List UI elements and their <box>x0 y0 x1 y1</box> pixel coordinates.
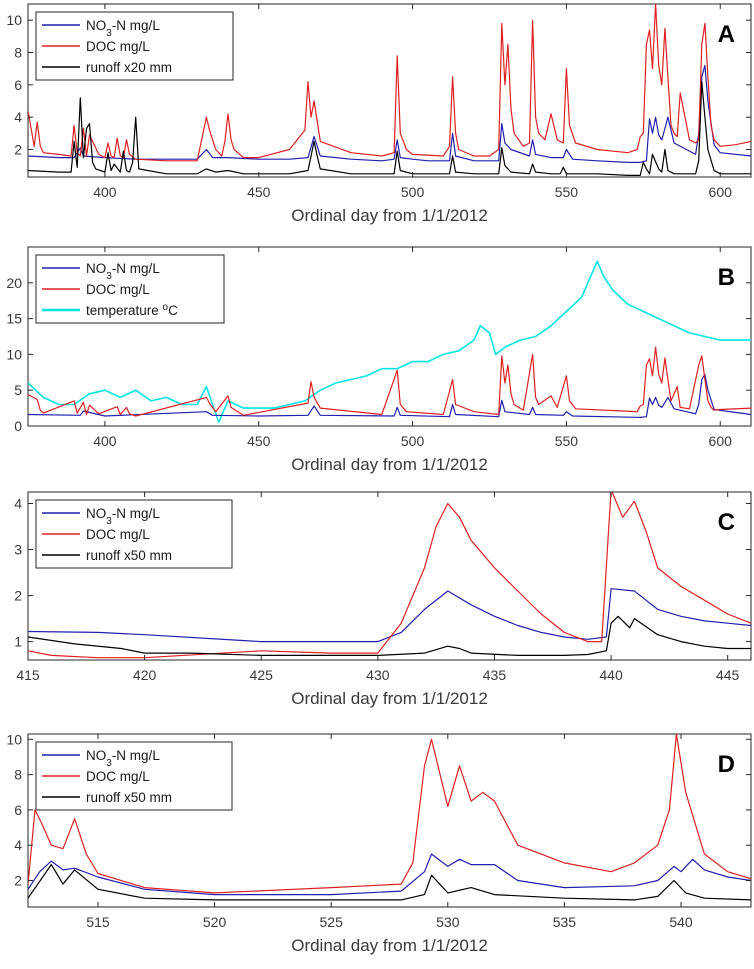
legend-entry-label: runoff x50 mm <box>86 790 172 805</box>
x-axis-title: Ordinal day from 1/1/2012 <box>291 689 488 708</box>
y-tick-label: 2 <box>14 588 22 604</box>
series-line-doc-mg-l <box>28 492 751 659</box>
series-line-temperature-oc <box>28 260 751 424</box>
y-tick-label: 15 <box>6 311 22 327</box>
legend-entry-label: temperature oC <box>86 302 178 319</box>
y-tick-label: 10 <box>6 12 22 28</box>
x-tick-label: 515 <box>86 914 110 930</box>
legend-entry-label: NO3-N mg/L <box>86 748 160 769</box>
x-tick-label: 530 <box>436 914 460 930</box>
legend-entry-label: NO3-N mg/L <box>86 261 160 282</box>
panel-c: 415 420 425 430 435 440 445 1 2 3 4 Ordinal day fro… <box>14 491 752 708</box>
y-tick-label: 10 <box>6 346 22 362</box>
panel-a: 400 450 500 550 600 2 4 6 8 10 Ordinal day from 1/… <box>6 3 752 225</box>
x-tick-label: 415 <box>16 667 40 683</box>
x-tick-label: 535 <box>553 914 577 930</box>
series-line-no3-n-mg-l <box>28 373 751 418</box>
x-tick-label: 400 <box>93 433 117 449</box>
x-tick-label: 450 <box>247 433 271 449</box>
x-tick-label: 500 <box>401 433 425 449</box>
x-tick-label: 400 <box>93 184 117 200</box>
series-line-runoff-x50-mm <box>28 863 751 901</box>
panel-b: 400 450 500 550 600 0 5 10 15 20 Ordinal day from … <box>6 246 752 474</box>
x-tick-label: 525 <box>320 914 344 930</box>
x-tick-label: 440 <box>599 667 623 683</box>
series-line-no3-n-mg-l <box>28 853 751 896</box>
legend-entry-label: NO3-N mg/L <box>86 506 160 527</box>
x-axis-title: Ordinal day from 1/1/2012 <box>291 206 488 225</box>
y-tick-label: 3 <box>14 542 22 558</box>
y-tick-label: 4 <box>14 837 22 853</box>
y-tick-label: 6 <box>14 77 22 93</box>
series-line-doc-mg-l <box>28 4 751 162</box>
legend-entry-label: runoff x20 mm <box>86 60 172 75</box>
y-tick-label: 8 <box>14 767 22 783</box>
legend-box <box>35 11 234 81</box>
panel-label: A <box>718 21 735 48</box>
y-tick-label: 8 <box>14 45 22 61</box>
x-tick-label: 500 <box>401 184 425 200</box>
legend-entry-label: NO3-N mg/L <box>86 18 160 39</box>
y-tick-label: 5 <box>14 382 22 398</box>
legend-entry-label: DOC mg/L <box>86 769 150 784</box>
y-tick-label: 20 <box>6 275 22 291</box>
panel-label: D <box>718 751 735 778</box>
panel-d: 515 520 525 530 535 540 2 4 6 8 10 Ordinal day from… <box>6 731 752 955</box>
y-tick-label: 1 <box>14 634 22 650</box>
y-tick-label: 2 <box>14 873 22 889</box>
series-line-no3-n-mg-l <box>28 588 751 643</box>
x-tick-label: 445 <box>716 667 740 683</box>
x-tick-label: 520 <box>203 914 227 930</box>
x-tick-label: 600 <box>709 433 733 449</box>
y-tick-label: 6 <box>14 802 22 818</box>
legend-entry-label: DOC mg/L <box>86 282 150 297</box>
series-line-doc-mg-l <box>28 346 751 417</box>
x-tick-label: 550 <box>555 433 579 449</box>
legend-entry-label: DOC mg/L <box>86 39 150 54</box>
legend-entry-label: DOC mg/L <box>86 527 150 542</box>
x-tick-label: 420 <box>133 667 157 683</box>
panel-label: C <box>718 509 735 536</box>
series-line-doc-mg-l <box>28 734 751 894</box>
series-line-no3-n-mg-l <box>28 64 751 163</box>
x-axis-title: Ordinal day from 1/1/2012 <box>291 936 488 955</box>
panel-label: B <box>718 264 735 291</box>
y-tick-label: 4 <box>14 496 22 512</box>
y-tick-label: 4 <box>14 109 22 125</box>
y-tick-label: 0 <box>14 418 22 434</box>
x-tick-label: 450 <box>247 184 271 200</box>
x-tick-label: 540 <box>669 914 693 930</box>
x-tick-label: 550 <box>555 184 579 200</box>
y-tick-label: 2 <box>14 142 22 158</box>
series-line-runoff-x50-mm <box>28 615 751 657</box>
x-tick-label: 425 <box>250 667 274 683</box>
x-tick-label: 430 <box>366 667 390 683</box>
x-axis-title: Ordinal day from 1/1/2012 <box>291 455 488 474</box>
series-line-runoff-x20-mm <box>28 80 751 176</box>
x-tick-label: 600 <box>709 184 733 200</box>
y-tick-label: 10 <box>6 731 22 747</box>
legend-entry-label: runoff x50 mm <box>86 548 172 563</box>
x-tick-label: 435 <box>483 667 507 683</box>
